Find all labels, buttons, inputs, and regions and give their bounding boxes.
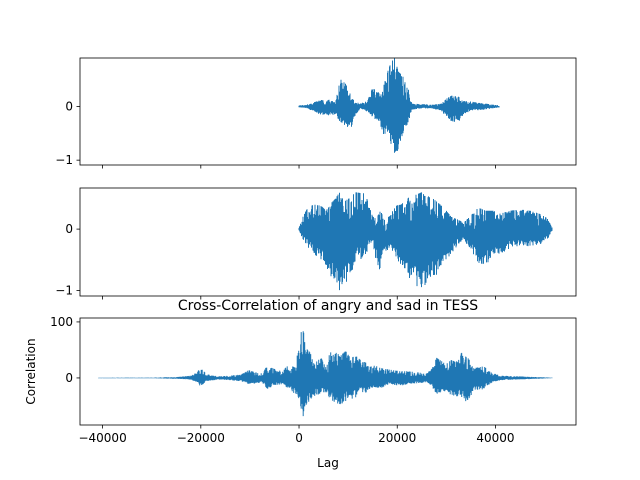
x-tick-label: 0 bbox=[295, 431, 303, 445]
axes-layer: 0 −1 0 −1 −40000 −20000 0 20000 40000 100 0 Cross-C… bbox=[24, 57, 577, 470]
series-line-1 bbox=[298, 58, 500, 153]
x-axis-label: Lag bbox=[317, 456, 339, 470]
y-tick-label: −1 bbox=[55, 153, 73, 167]
y-tick-label: 0 bbox=[65, 371, 73, 385]
x-tick-label: 20000 bbox=[378, 431, 416, 445]
y-tick-label: 100 bbox=[50, 315, 73, 329]
axes-frame-3 bbox=[79, 317, 577, 426]
axes-1: 0 −1 bbox=[55, 57, 577, 169]
axes-2: 0 −1 bbox=[55, 187, 577, 300]
y-tick-label: −1 bbox=[55, 283, 73, 297]
series-line-3 bbox=[98, 331, 553, 417]
y-axis-label: Correlation bbox=[24, 338, 38, 404]
chart-title: Cross-Correlation of angry and sad in TE… bbox=[178, 298, 478, 314]
y-tick-label: 0 bbox=[65, 99, 73, 113]
y-tick-label: 0 bbox=[65, 222, 73, 236]
series-line-2 bbox=[298, 192, 553, 291]
x-tick-label: −40000 bbox=[78, 431, 126, 445]
axes-frame-1 bbox=[79, 57, 577, 166]
axes-3: −40000 −20000 0 20000 40000 100 0 Cross-Correla… bbox=[24, 298, 577, 470]
x-tick-label: 40000 bbox=[476, 431, 514, 445]
axes-frame-2 bbox=[79, 187, 577, 297]
x-tick-label: −20000 bbox=[177, 431, 225, 445]
